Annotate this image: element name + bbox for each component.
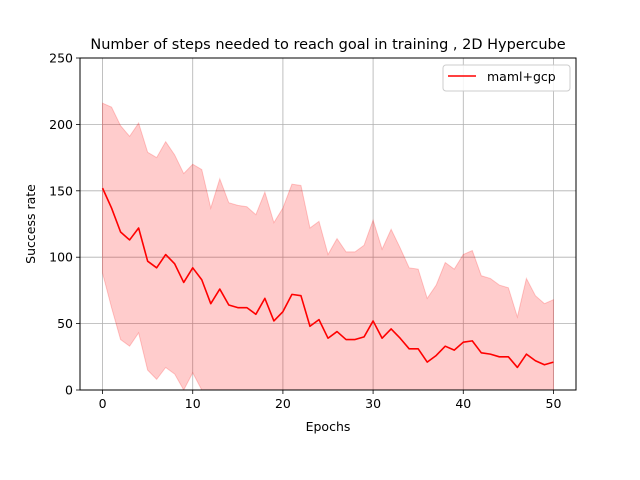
series-line-layer xyxy=(101,187,554,369)
x-tick-label: 30 xyxy=(365,396,381,411)
x-axis-label: Epochs xyxy=(306,419,351,434)
x-tick-label: 50 xyxy=(546,396,562,411)
y-tick-label: 100 xyxy=(49,250,73,265)
x-tick-label: 20 xyxy=(275,396,291,411)
chart-title: Number of steps needed to reach goal in … xyxy=(90,37,565,53)
axis-ticks: 0 10 20 30 40 50 0 50 100 150 200 250 xyxy=(49,51,561,412)
y-tick-label: 200 xyxy=(49,117,73,132)
series-line xyxy=(101,187,554,369)
y-tick-label: 250 xyxy=(49,51,73,66)
legend: maml+gcp xyxy=(442,64,571,92)
y-tick-label: 150 xyxy=(49,183,73,198)
x-tick-label: 40 xyxy=(455,396,471,411)
std-band xyxy=(102,102,554,390)
x-tick-label: 0 xyxy=(99,396,107,411)
confidence-band-layer xyxy=(102,102,554,390)
plot-area-frame xyxy=(79,57,577,391)
legend-label-maml-gcp: maml+gcp xyxy=(487,69,556,84)
y-tick-label: 0 xyxy=(65,383,73,398)
x-tick-label: 10 xyxy=(185,396,201,411)
y-tick-label: 50 xyxy=(57,316,73,331)
y-axis-label: Success rate xyxy=(23,184,38,264)
legend-box xyxy=(442,64,571,92)
